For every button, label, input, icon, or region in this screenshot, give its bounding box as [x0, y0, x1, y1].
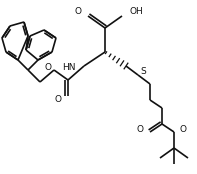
Text: HN: HN [62, 64, 76, 73]
Text: OH: OH [130, 7, 144, 17]
Text: O: O [180, 125, 187, 135]
Text: S: S [140, 68, 146, 77]
Text: O: O [55, 96, 62, 105]
Text: O: O [45, 62, 52, 72]
Text: O: O [137, 125, 144, 135]
Text: O: O [75, 7, 82, 17]
